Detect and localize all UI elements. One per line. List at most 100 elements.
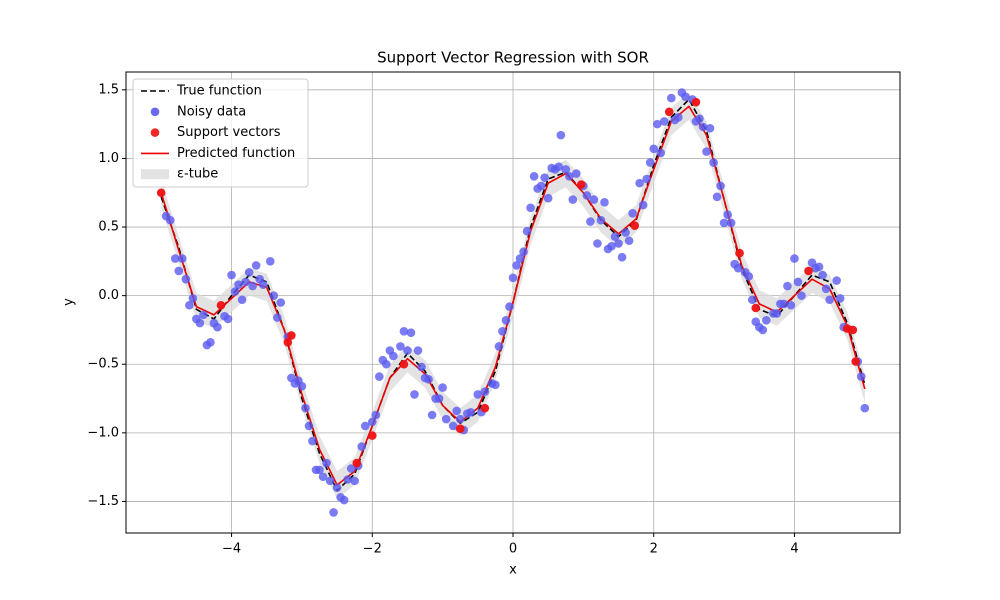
- scatter-point: [762, 316, 771, 325]
- scatter-point: [343, 475, 352, 484]
- scatter-point: [498, 327, 507, 336]
- scatter-point: [572, 169, 581, 178]
- scatter-point: [786, 300, 796, 310]
- scatter-point: [659, 117, 669, 126]
- scatter-point: [339, 495, 349, 505]
- scatter-point: [441, 414, 451, 424]
- scatter-point: [793, 277, 803, 287]
- y-axis-label: y: [62, 298, 77, 306]
- scatter-point: [346, 464, 356, 473]
- scatter-point: [860, 403, 870, 413]
- legend-label: Predicted function: [177, 146, 295, 161]
- scatter-point: [586, 217, 595, 226]
- scatter-point: [244, 268, 254, 277]
- scatter-point: [747, 295, 757, 305]
- scatter-point: [251, 261, 261, 270]
- scatter-point: [308, 436, 317, 446]
- scatter-point: [568, 195, 578, 204]
- scatter-point: [427, 410, 437, 420]
- scatter-point: [480, 387, 490, 396]
- scatter-point: [283, 337, 293, 347]
- scatter-point: [181, 274, 191, 284]
- scatter-point: [624, 236, 634, 246]
- ticks: −4 −2 0 2 4 −1.5 −1.0 −0.5 0.0 0.5 1.0 1.5: [87, 82, 798, 556]
- scatter-point: [177, 254, 187, 263]
- scatter-point: [642, 174, 651, 184]
- scatter-point: [576, 180, 586, 189]
- scatter-point: [667, 93, 676, 103]
- scatter-point: [596, 215, 606, 225]
- scatter-point: [350, 476, 359, 486]
- epsilon-tube: [161, 92, 865, 499]
- scatter-point: [772, 309, 782, 318]
- legend-label: Noisy data: [177, 104, 246, 119]
- scatter-point: [494, 342, 504, 351]
- scatter-point: [301, 403, 310, 413]
- scatter-point: [455, 414, 465, 424]
- scatter-point: [554, 162, 564, 171]
- scatter-point: [543, 193, 553, 203]
- scatter-point: [512, 261, 521, 270]
- scatter-point: [375, 372, 384, 381]
- scatter-point: [607, 241, 616, 251]
- scatter-point: [848, 325, 858, 335]
- scatter-point: [413, 346, 423, 355]
- scatter-point: [832, 276, 841, 285]
- legend-swatch: [141, 169, 169, 180]
- scatter-point: [526, 203, 535, 213]
- scatter-point: [719, 218, 729, 228]
- scatter-point: [790, 254, 799, 263]
- scatter-point: [519, 247, 528, 257]
- scatter-point: [716, 181, 725, 191]
- scatter-point: [287, 331, 296, 340]
- scatter-point: [396, 342, 405, 351]
- scatter-point: [835, 294, 845, 303]
- scatter-point: [318, 472, 328, 482]
- scatter-point: [758, 325, 768, 335]
- scatter-point: [410, 390, 419, 399]
- scatter-point: [382, 359, 391, 369]
- scatter-point: [783, 281, 792, 291]
- scatter-point: [681, 92, 690, 101]
- scatter-point: [156, 188, 166, 198]
- chart-title: Support Vector Regression with SOR: [377, 49, 649, 67]
- scatter-point: [664, 107, 674, 117]
- scatter-point: [851, 357, 860, 366]
- scatter-point: [206, 337, 215, 347]
- scatter-point: [352, 458, 362, 468]
- scatter-point: [329, 508, 338, 517]
- scatter-point: [357, 442, 367, 451]
- scatter-point: [367, 417, 377, 427]
- scatter-point: [515, 254, 525, 263]
- scatter-point: [367, 431, 377, 440]
- legend-label: True function: [176, 84, 262, 99]
- y-tick-label: 0.0: [98, 288, 119, 303]
- scatter-point: [638, 200, 648, 210]
- legend-swatch: [150, 128, 160, 137]
- scatter-point: [325, 476, 335, 486]
- scatter-point: [691, 97, 701, 107]
- x-tick-label: 2: [650, 542, 658, 557]
- scatter-point: [589, 195, 599, 204]
- y-tick-label: −1.5: [87, 494, 119, 509]
- scatter-point: [371, 410, 381, 420]
- scatter-point: [814, 262, 824, 272]
- scatter-point: [448, 421, 458, 431]
- scatter-point: [322, 458, 331, 468]
- scatter-point: [265, 257, 275, 266]
- scatter-point: [438, 383, 447, 392]
- scatter-point: [733, 263, 743, 273]
- scatter-point: [276, 298, 286, 307]
- scatter-point: [751, 303, 761, 313]
- scatter-point: [600, 198, 609, 207]
- scatter-point: [399, 327, 409, 336]
- scatter-point: [434, 394, 444, 403]
- scatter-point: [508, 273, 518, 283]
- scatter-point: [610, 232, 620, 241]
- scatter-point: [223, 314, 233, 324]
- scatter-point: [723, 210, 732, 219]
- x-tick-label: −4: [222, 542, 241, 557]
- scatter-point: [389, 351, 398, 361]
- scatter-point: [227, 270, 236, 280]
- scatter-point: [705, 123, 715, 133]
